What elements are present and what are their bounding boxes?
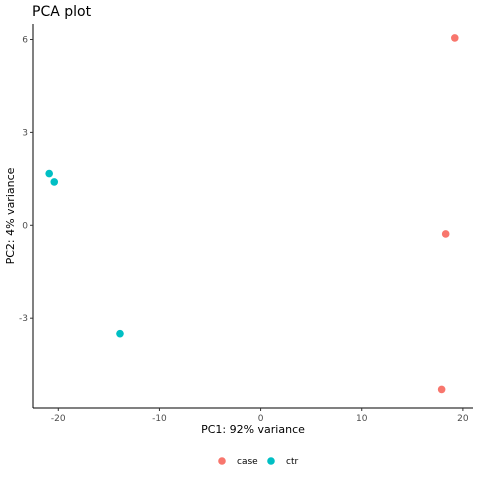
legend-label-ctr: ctr [286,457,298,467]
y-axis-title: PC2: 4% variance [4,167,17,264]
y-tick-label: 3 [22,128,28,138]
y-tick-label: 6 [22,35,28,45]
data-point-ctr [116,329,124,338]
data-point-ctr [45,169,53,178]
x-tick-label: 0 [258,414,264,424]
x-tick-label: -20 [51,414,66,424]
legend: case ctr [218,457,298,467]
data-point-ctr [50,178,59,186]
x-tick-label: 20 [457,414,469,424]
data-point-case [437,385,446,394]
data-point-case [441,230,450,238]
x-axis-title: PC1: 92% variance [201,423,305,436]
data-point-case [450,34,459,42]
legend-key-case [218,457,226,465]
x-tick-label: 10 [356,414,368,424]
y-tick-label: 0 [22,221,28,231]
plot-area: -20 -10 0 10 20 -3 0 3 6 [19,24,473,424]
x-tick-label: -10 [152,414,167,424]
chart-title: PCA plot [32,4,92,20]
legend-key-ctr [267,457,275,465]
legend-label-case: case [237,457,258,467]
y-tick-label: -3 [19,314,28,324]
